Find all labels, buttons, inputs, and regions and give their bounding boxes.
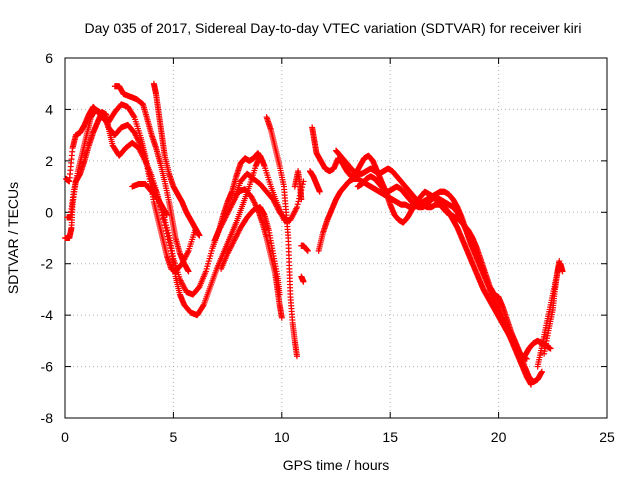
y-tick-label: 4 [45, 101, 53, 117]
y-tick-label: 2 [45, 153, 53, 169]
x-tick-label: 5 [170, 429, 178, 445]
data-point [316, 188, 323, 195]
series-track-7 [211, 150, 266, 244]
data-point [278, 314, 285, 321]
data-point [196, 232, 203, 239]
data-points [62, 80, 566, 388]
data-point [556, 258, 563, 265]
x-tick-label: 25 [599, 429, 615, 445]
x-tick-label: 15 [382, 429, 398, 445]
y-tick-label: -6 [41, 359, 54, 375]
data-point [547, 345, 554, 352]
y-tick-label: 0 [45, 204, 53, 220]
y-tick-label: -8 [41, 410, 54, 426]
data-point [528, 381, 535, 388]
data-point [294, 201, 301, 208]
x-tick-label: 20 [491, 429, 507, 445]
series-track-13 [298, 273, 307, 285]
data-point [200, 303, 207, 309]
series-track-8 [218, 204, 283, 298]
data-point [276, 291, 283, 298]
series-track-17 [333, 147, 530, 362]
data-point [293, 353, 300, 360]
data-point [163, 211, 170, 218]
y-tick-label: 6 [45, 50, 53, 66]
y-tick-label: -4 [41, 307, 54, 323]
data-point [304, 247, 311, 254]
series-track-6 [150, 80, 203, 239]
series-track-14 [306, 168, 323, 195]
series-track-5 [129, 181, 170, 218]
data-point [300, 278, 307, 285]
y-tick-label: -2 [41, 256, 54, 272]
data-point [480, 268, 487, 275]
data-point [293, 204, 300, 211]
series-track-11 [291, 168, 305, 203]
series-track-21 [541, 258, 563, 357]
data-point [185, 268, 192, 275]
axis-ticks [64, 57, 608, 419]
series-track-10 [263, 114, 300, 360]
data-point [259, 157, 266, 164]
x-tick-labels: 0 5 10 15 20 25 [61, 429, 615, 445]
series-track-12 [298, 242, 311, 254]
data-point [130, 113, 137, 119]
series-track-4 [111, 83, 192, 275]
data-point [298, 196, 305, 203]
x-axis-label: GPS time / hours [283, 457, 390, 473]
y-tick-labels: -8 -6 -4 -2 0 2 4 6 [41, 50, 54, 426]
chart-title: Day 035 of 2017, Sidereal Day-to-day VTE… [85, 20, 582, 36]
data-point [538, 368, 545, 375]
series-track-18 [354, 173, 487, 275]
x-tick-label: 10 [274, 429, 290, 445]
x-tick-label: 0 [61, 429, 69, 445]
y-axis-label: SDTVAR / TECUs [5, 182, 21, 294]
